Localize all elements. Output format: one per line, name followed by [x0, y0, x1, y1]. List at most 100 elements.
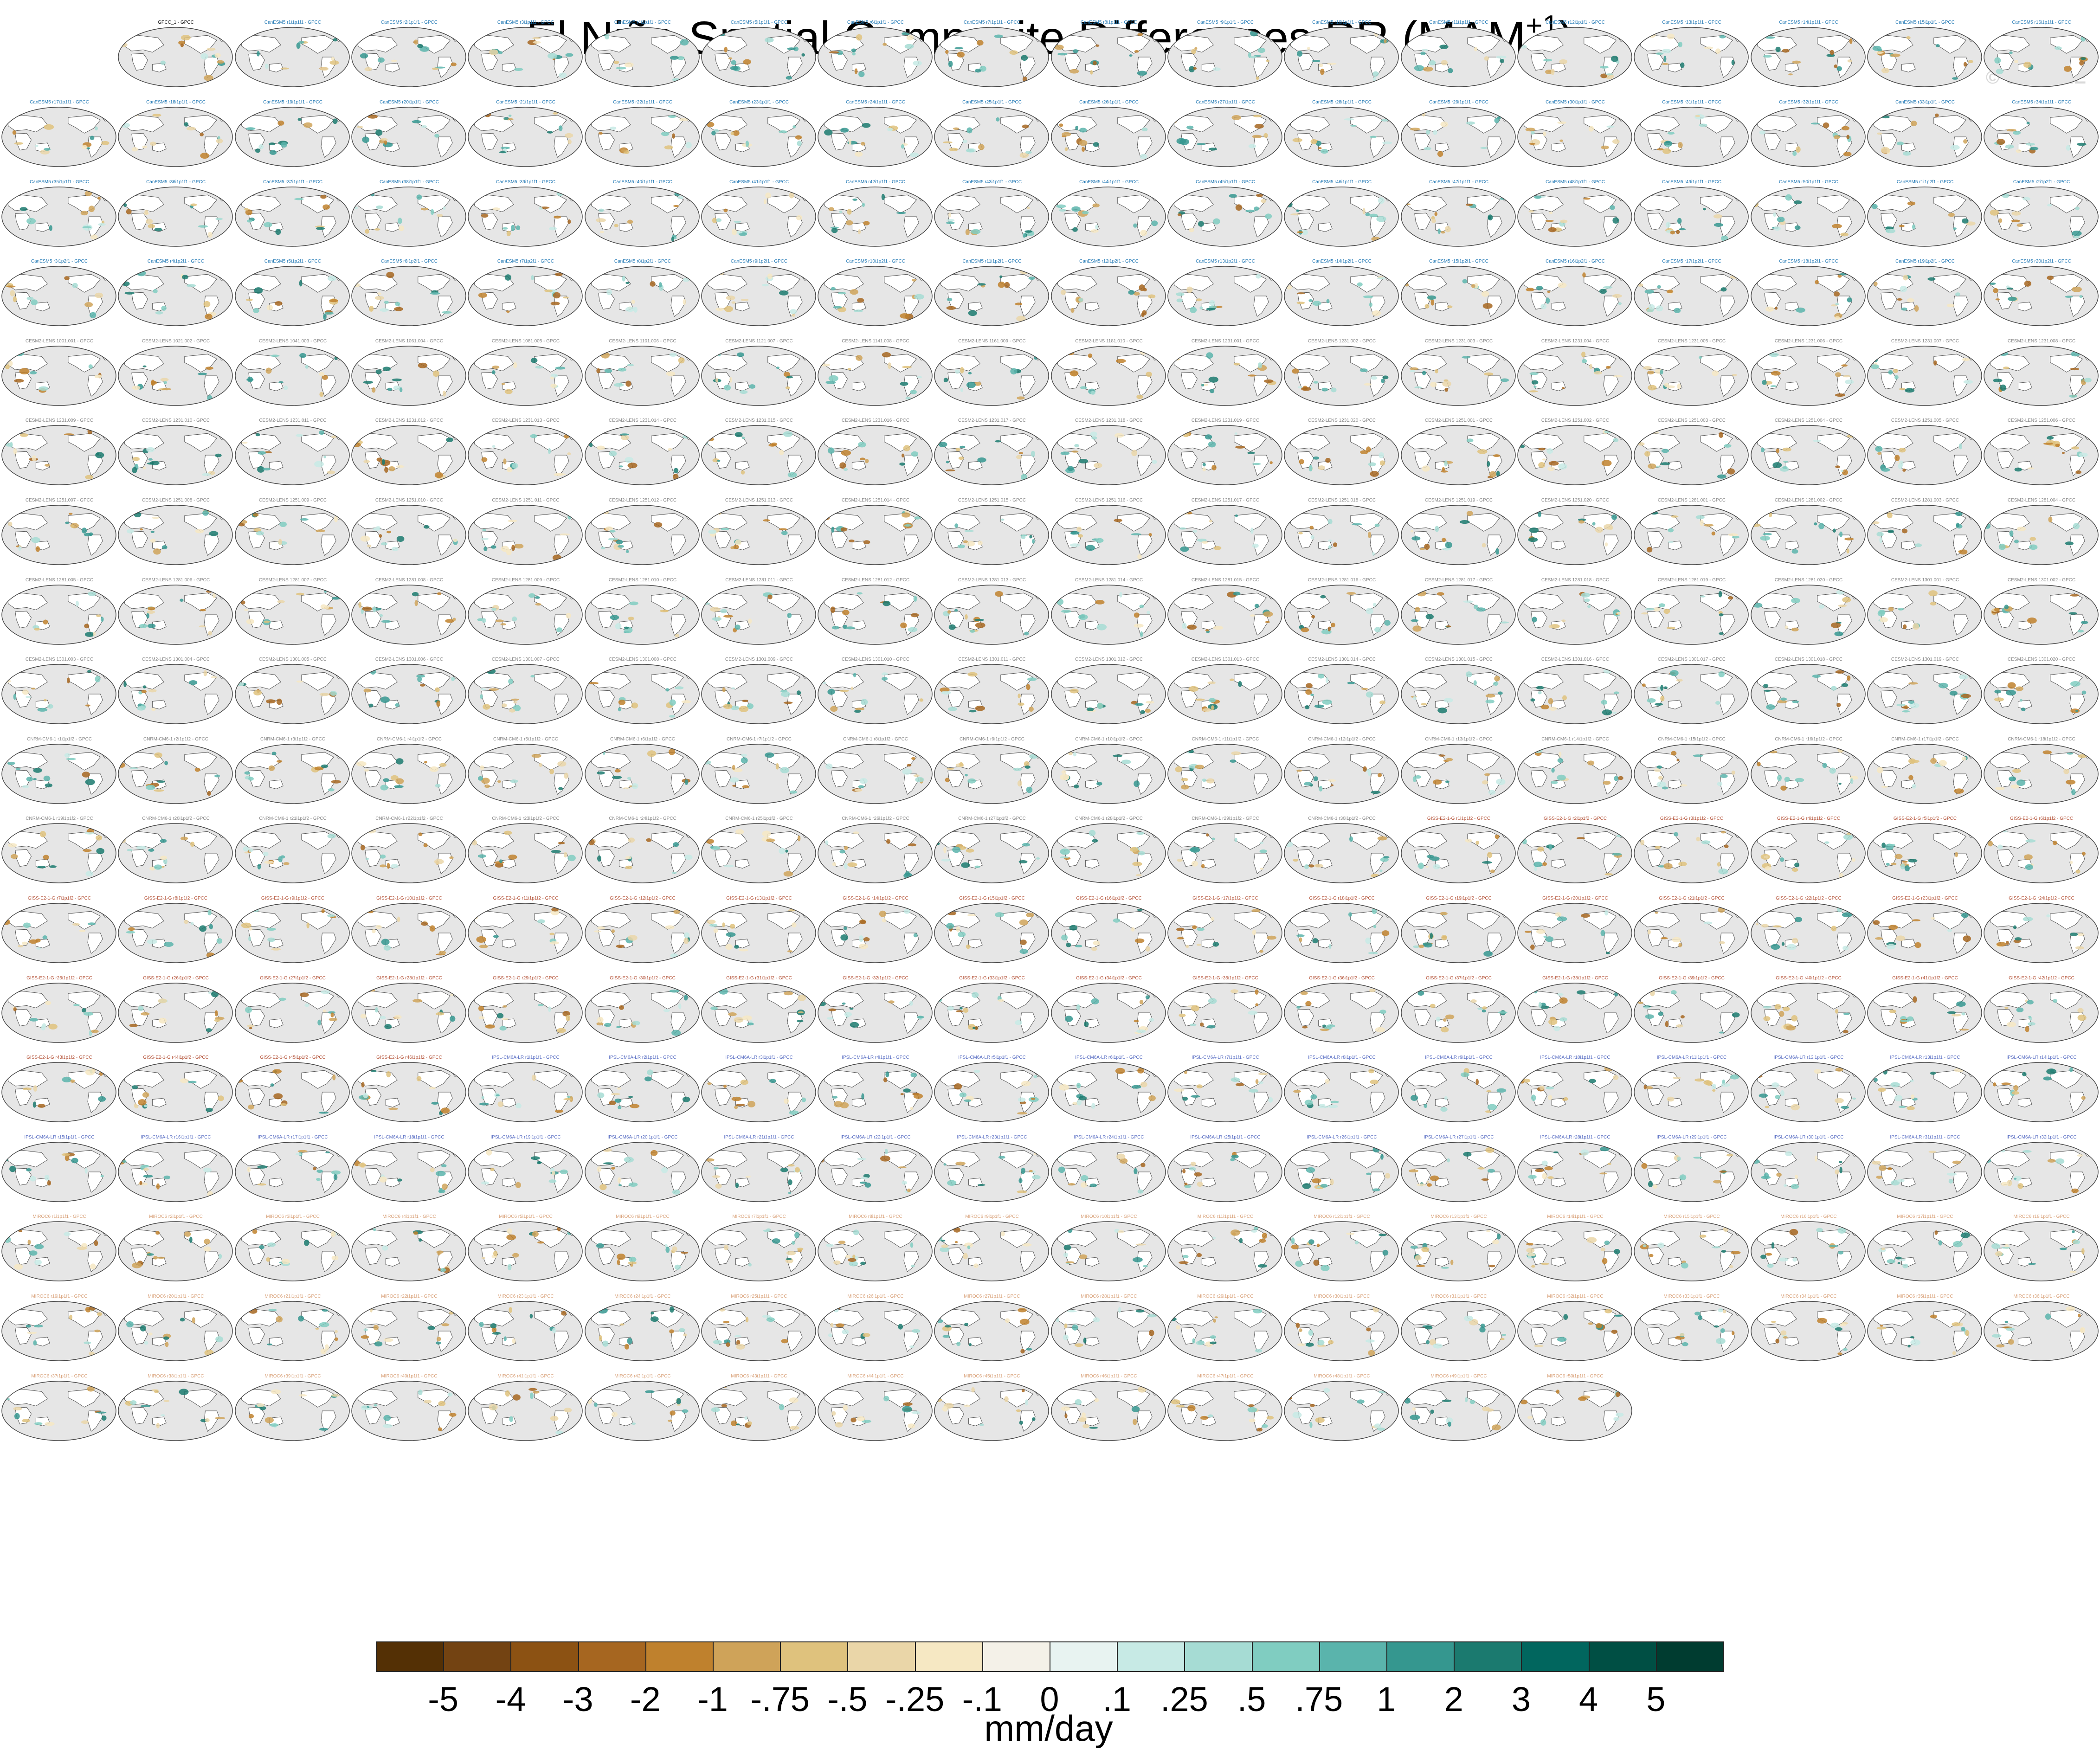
global-map — [1401, 664, 1516, 724]
continent-outline — [1551, 142, 1566, 153]
precip-anomaly-patch — [1092, 203, 1100, 207]
precip-anomaly-patch — [36, 947, 42, 950]
map-border — [1401, 107, 1516, 167]
precip-anomaly-patch — [883, 43, 887, 46]
precip-anomaly-patch — [208, 991, 212, 994]
precip-anomaly-patch — [1010, 368, 1018, 375]
precip-anomaly-patch — [616, 66, 626, 70]
precip-anomaly-patch — [396, 465, 405, 468]
precip-anomaly-patch — [1538, 462, 1546, 468]
precip-anomaly-patch — [1238, 681, 1242, 687]
precip-anomaly-patch — [1368, 532, 1371, 538]
precip-anomaly-patch — [71, 524, 74, 528]
panel-label: CanESM5 r48i1p1f1 - GPCC — [1546, 180, 1605, 185]
precip-anomaly-patch — [258, 451, 266, 455]
precip-anomaly-patch — [1009, 50, 1018, 55]
continent-outline — [670, 216, 686, 238]
precip-anomaly-patch — [586, 117, 593, 121]
continent-outline — [356, 194, 398, 212]
precip-anomaly-patch — [1939, 760, 1947, 766]
panel-label: CNRM-CM6-1 r5i1p1f2 - GPCC — [493, 737, 559, 742]
precip-anomaly-patch — [1475, 841, 1480, 845]
precip-anomaly-patch — [2000, 384, 2006, 391]
precip-anomaly-patch — [1984, 831, 1990, 836]
precip-anomaly-patch — [1296, 209, 1300, 212]
precip-anomaly-patch — [850, 686, 854, 690]
precip-anomaly-patch — [1963, 62, 1967, 67]
precip-anomaly-patch — [1644, 451, 1650, 457]
precip-anomaly-patch — [549, 227, 557, 231]
global-map — [585, 903, 700, 963]
map-border — [1284, 107, 1399, 167]
precip-anomaly-patch — [49, 225, 52, 231]
precip-anomaly-patch — [363, 380, 374, 384]
panel-label: CESM2-LENS 1231.018 - GPCC — [1075, 418, 1143, 423]
precip-anomaly-patch — [730, 131, 734, 135]
panel-label: CESM2-LENS 1001.001 - GPCC — [25, 339, 94, 344]
global-map — [1051, 903, 1166, 963]
precip-anomaly-patch — [704, 115, 709, 120]
precip-anomaly-patch — [833, 306, 842, 309]
precip-anomaly-patch — [588, 38, 593, 41]
precip-anomaly-patch — [126, 209, 132, 215]
precip-anomaly-patch — [1079, 140, 1088, 146]
precip-anomaly-patch — [1494, 118, 1500, 123]
precip-anomaly-patch — [1269, 461, 1273, 464]
precip-anomaly-patch — [2079, 295, 2083, 298]
precip-anomaly-patch — [1292, 138, 1302, 142]
precip-anomaly-patch — [493, 935, 499, 938]
precip-anomaly-patch — [271, 948, 281, 951]
precip-anomaly-patch — [1381, 119, 1389, 122]
precip-anomaly-patch — [1326, 299, 1330, 303]
panel-label: CESM2-LENS 1231.009 - GPCC — [25, 418, 94, 423]
global-map — [351, 346, 466, 406]
panel-label: CESM2-LENS 1251.010 - GPCC — [375, 498, 444, 503]
precip-anomaly-patch — [66, 758, 77, 760]
map-border — [585, 107, 700, 167]
panel-label: GISS-E2-1-G r22i1p1f2 - GPCC — [1776, 896, 1842, 901]
precip-anomaly-patch — [246, 619, 254, 624]
precip-anomaly-patch — [1587, 760, 1595, 766]
precip-anomaly-patch — [1176, 927, 1185, 931]
precip-anomaly-patch — [1384, 39, 1387, 44]
precip-anomaly-patch — [1958, 674, 1969, 680]
precip-anomaly-patch — [1647, 370, 1654, 375]
precip-anomaly-patch — [190, 842, 195, 847]
precip-anomaly-patch — [442, 391, 446, 397]
precip-anomaly-patch — [497, 780, 502, 783]
precip-anomaly-patch — [1888, 925, 1898, 930]
precip-anomaly-patch — [278, 381, 283, 384]
precip-anomaly-patch — [1525, 128, 1535, 132]
precip-anomaly-patch — [257, 864, 261, 870]
precip-anomaly-patch — [728, 57, 733, 60]
precip-anomaly-patch — [766, 838, 775, 842]
precip-anomaly-patch — [1538, 447, 1546, 450]
precip-anomaly-patch — [511, 225, 515, 231]
precip-anomaly-patch — [1870, 434, 1875, 440]
precip-anomaly-patch — [1199, 306, 1203, 310]
precip-anomaly-patch — [508, 520, 517, 522]
global-map — [934, 585, 1049, 645]
precip-anomaly-patch — [1672, 937, 1681, 943]
precip-anomaly-patch — [829, 51, 839, 54]
precip-anomaly-patch — [278, 539, 282, 545]
precip-anomaly-patch — [670, 56, 679, 60]
precip-anomaly-patch — [1189, 66, 1195, 72]
precip-anomaly-patch — [152, 516, 160, 519]
panel-label: CESM2-LENS 1231.002 - GPCC — [1308, 339, 1376, 344]
global-map — [1051, 27, 1166, 87]
precip-anomaly-patch — [1780, 785, 1787, 791]
panel-label: CanESM5 r35i1p1f1 - GPCC — [30, 180, 89, 185]
global-map — [1634, 903, 1749, 963]
precip-anomaly-patch — [844, 845, 848, 850]
panel-label: CanESM5 r39i1p1f1 - GPCC — [496, 180, 555, 185]
precip-anomaly-patch — [1914, 305, 1919, 312]
precip-anomaly-patch — [713, 928, 718, 933]
precip-anomaly-patch — [1206, 308, 1216, 310]
precip-anomaly-patch — [434, 472, 444, 478]
panel-label: CanESM5 r43i1p1f1 - GPCC — [962, 180, 1022, 185]
precip-anomaly-patch — [10, 442, 13, 448]
global-map — [818, 505, 933, 565]
precip-anomaly-patch — [1791, 938, 1798, 944]
precip-anomaly-patch — [1208, 441, 1216, 448]
